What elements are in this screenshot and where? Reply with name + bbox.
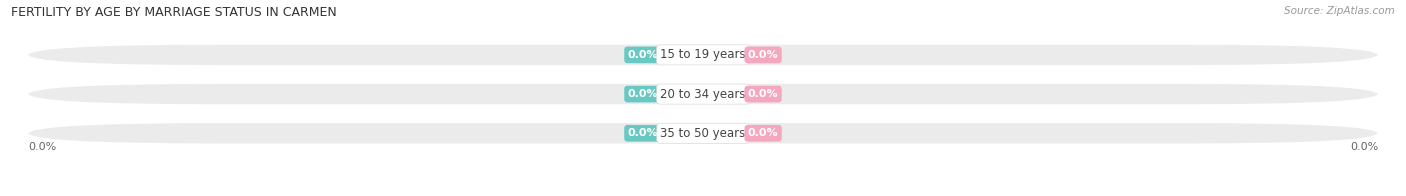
Text: 0.0%: 0.0%: [1350, 142, 1378, 152]
FancyBboxPatch shape: [28, 123, 1378, 143]
Text: 0.0%: 0.0%: [748, 128, 779, 138]
FancyBboxPatch shape: [28, 84, 1378, 104]
Text: 15 to 19 years: 15 to 19 years: [661, 48, 745, 61]
Text: 0.0%: 0.0%: [627, 89, 658, 99]
Legend: Married, Unmarried: Married, Unmarried: [623, 193, 783, 196]
Text: 0.0%: 0.0%: [627, 50, 658, 60]
Text: 0.0%: 0.0%: [28, 142, 56, 152]
Text: 20 to 34 years: 20 to 34 years: [661, 88, 745, 101]
Text: 0.0%: 0.0%: [627, 128, 658, 138]
Text: Source: ZipAtlas.com: Source: ZipAtlas.com: [1284, 6, 1395, 16]
FancyBboxPatch shape: [28, 45, 1378, 65]
Text: FERTILITY BY AGE BY MARRIAGE STATUS IN CARMEN: FERTILITY BY AGE BY MARRIAGE STATUS IN C…: [11, 6, 337, 19]
Text: 35 to 50 years: 35 to 50 years: [661, 127, 745, 140]
Text: 0.0%: 0.0%: [748, 89, 779, 99]
Text: 0.0%: 0.0%: [748, 50, 779, 60]
